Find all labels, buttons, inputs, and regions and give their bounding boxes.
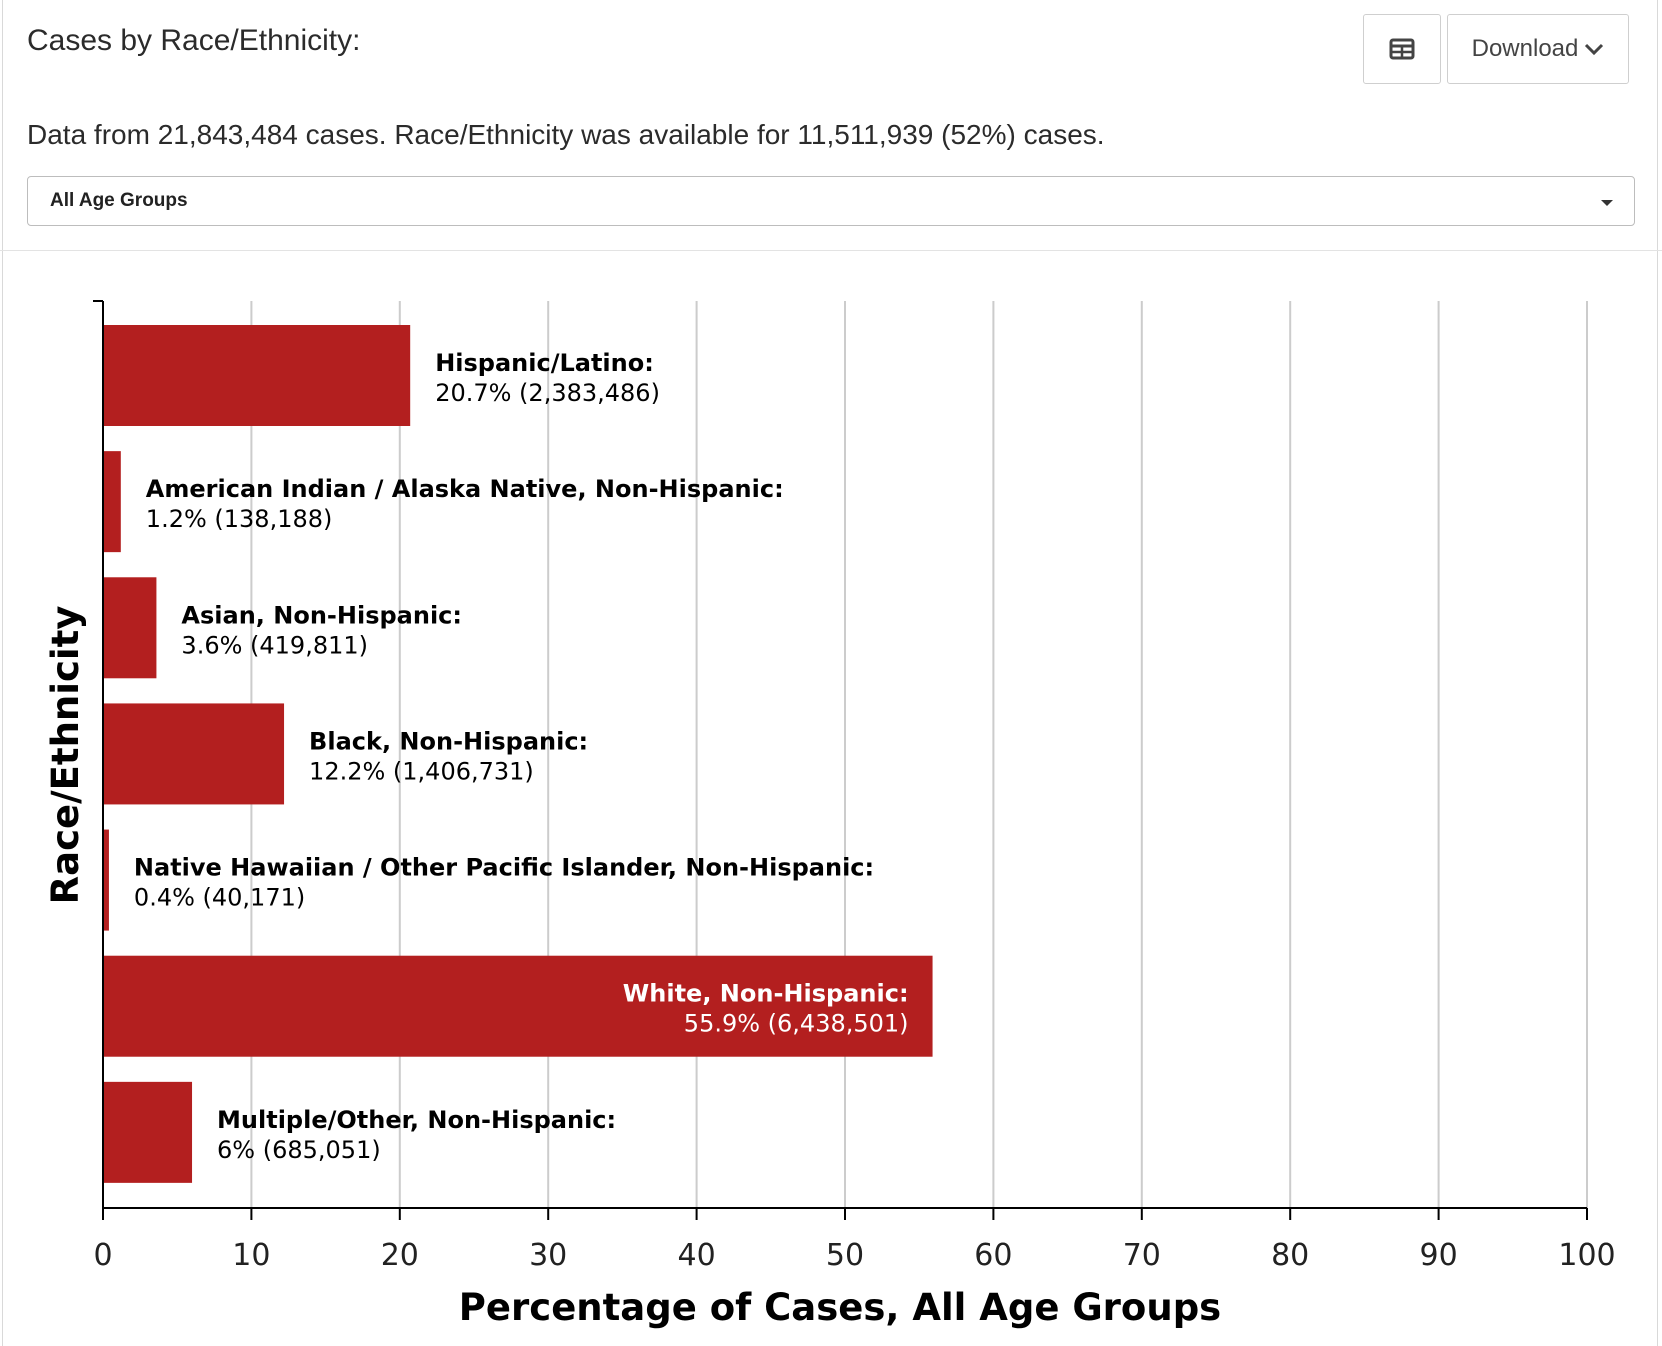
x-axis-title: Percentage of Cases, All Age Groups <box>459 1286 1221 1329</box>
category-label: White, Non-Hispanic: <box>623 980 909 1008</box>
x-tick-label: 60 <box>974 1238 1012 1273</box>
divider <box>0 250 1662 251</box>
table-icon <box>1389 38 1415 60</box>
x-tick-label: 40 <box>678 1238 716 1273</box>
x-tick-label: 10 <box>232 1238 270 1273</box>
category-label: American Indian / Alaska Native, Non-His… <box>146 475 784 503</box>
x-tick-label: 70 <box>1123 1238 1161 1273</box>
bar <box>103 703 285 805</box>
data-label: 3.6% (419,811) <box>181 631 368 659</box>
data-label: 0.4% (40,171) <box>134 884 305 912</box>
bar <box>103 1081 193 1183</box>
x-tick-label: 90 <box>1420 1238 1458 1273</box>
chevron-down-icon <box>1585 43 1604 56</box>
table-view-button[interactable] <box>1363 14 1441 84</box>
download-label: Download <box>1471 35 1579 62</box>
bar <box>103 829 109 931</box>
age-group-selected: All Age Groups <box>50 190 188 211</box>
data-label: 55.9% (6,438,501) <box>684 1010 909 1038</box>
caret-down-icon <box>1601 200 1613 206</box>
category-label: Black, Non-Hispanic: <box>309 727 588 755</box>
category-label: Hispanic/Latino: <box>435 349 654 377</box>
bar <box>103 451 121 553</box>
x-tick-label: 80 <box>1271 1238 1309 1273</box>
x-tick-label: 0 <box>93 1238 112 1273</box>
y-axis-title: Race/Ethnicity <box>44 606 87 905</box>
data-label: 12.2% (1,406,731) <box>309 757 534 785</box>
category-label: Multiple/Other, Non-Hispanic: <box>217 1106 616 1134</box>
age-group-select[interactable]: All Age Groups <box>27 176 1635 226</box>
data-label: 6% (685,051) <box>217 1136 381 1164</box>
bar <box>103 955 933 1057</box>
data-label: 1.2% (138,188) <box>146 505 333 533</box>
x-tick-label: 20 <box>381 1238 419 1273</box>
download-button[interactable]: Download <box>1447 14 1629 84</box>
bar <box>103 577 157 679</box>
category-label: Asian, Non-Hispanic: <box>181 601 462 629</box>
bar <box>103 325 411 426</box>
x-tick-label: 50 <box>826 1238 864 1273</box>
page-title: Cases by Race/Ethnicity: <box>27 24 361 57</box>
x-tick-label: 30 <box>529 1238 567 1273</box>
data-summary: Data from 21,843,484 cases. Race/Ethnici… <box>27 119 1105 150</box>
category-label: Native Hawaiian / Other Pacific Islander… <box>134 854 874 882</box>
data-label: 20.7% (2,383,486) <box>435 379 660 407</box>
x-tick-label: 100 <box>1558 1238 1615 1273</box>
